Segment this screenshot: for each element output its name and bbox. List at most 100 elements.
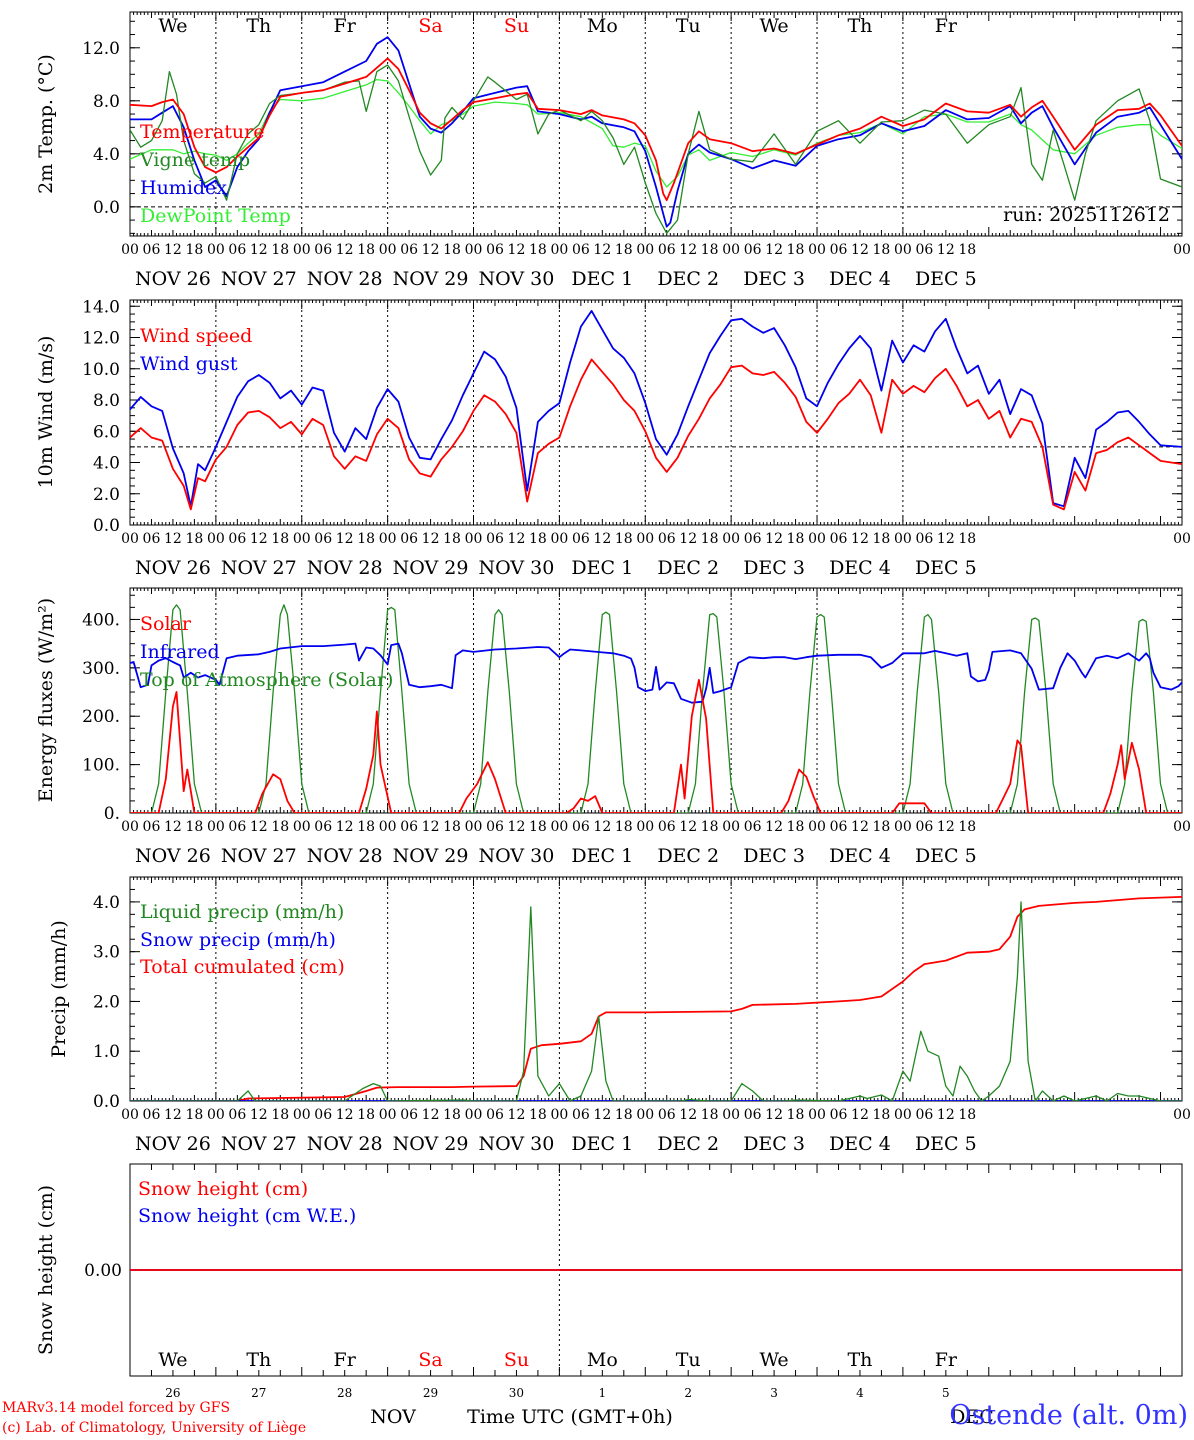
legend-entry: Humidex: [140, 177, 227, 199]
hour-label: 06: [400, 819, 418, 835]
hour-label: 06: [314, 242, 332, 258]
weekday-label: We: [759, 1349, 788, 1371]
hour-label: 12: [593, 1107, 611, 1123]
hour-label: 00: [207, 1107, 225, 1123]
hour-label: 18: [958, 1107, 976, 1123]
date-label: DEC 2: [657, 845, 719, 867]
hour-label: 06: [572, 1107, 590, 1123]
date-label: NOV 29: [393, 845, 469, 867]
y-tick-label: 0.0: [93, 1092, 120, 1112]
hour-label: 00: [808, 819, 826, 835]
hour-label: 06: [314, 531, 332, 547]
hour-label: 00: [293, 531, 311, 547]
legend-entry: Snow height (cm W.E.): [138, 1205, 356, 1227]
hour-label: 06: [572, 531, 590, 547]
series-line: [130, 604, 1182, 813]
y-tick-label: 0.0: [93, 198, 120, 218]
series-line: [130, 358, 1182, 511]
hour-label: 00: [550, 819, 568, 835]
hour-label: 06: [658, 531, 676, 547]
weekday-label: Fr: [334, 15, 357, 37]
hour-label: 00: [1173, 531, 1191, 547]
y-tick-label: 12.0: [82, 329, 120, 349]
y-tick-label: 10.0: [82, 360, 120, 380]
date-label: NOV 30: [479, 268, 555, 290]
y-axis-label: 2m Temp. (°C): [35, 54, 57, 194]
hour-label: 12: [336, 242, 354, 258]
hour-label: 00: [1173, 819, 1191, 835]
hour-label: 06: [830, 1107, 848, 1123]
hour-label: 12: [508, 242, 526, 258]
hour-label: 12: [851, 242, 869, 258]
hour-label: 00: [894, 819, 912, 835]
y-tick-label: 100.: [82, 756, 120, 776]
hour-label: 18: [615, 1107, 633, 1123]
hour-label: 00: [121, 531, 139, 547]
hour-label: 12: [508, 1107, 526, 1123]
hour-label: 12: [422, 819, 440, 835]
hour-label: 12: [593, 531, 611, 547]
hour-label: 00: [550, 242, 568, 258]
series-line: [130, 36, 1182, 228]
date-label: DEC 4: [829, 1133, 891, 1155]
hour-label: 12: [164, 242, 182, 258]
day-number: 30: [509, 1386, 524, 1400]
weekday-label: Sa: [418, 1349, 442, 1371]
hour-label: 06: [228, 242, 246, 258]
series-line: [130, 64, 1182, 234]
hour-label: 18: [271, 531, 289, 547]
legend-entry: Snow precip (mm/h): [140, 929, 336, 951]
hour-label: 12: [164, 1107, 182, 1123]
date-label: NOV 28: [307, 845, 383, 867]
hour-label: 00: [121, 242, 139, 258]
hour-label: 06: [143, 819, 161, 835]
hour-label: 12: [164, 819, 182, 835]
weekday-label: We: [158, 1349, 187, 1371]
date-label: DEC 5: [915, 268, 977, 290]
legend-entry: DewPoint Temp: [140, 205, 291, 227]
date-label: NOV 29: [393, 557, 469, 579]
hour-label: 06: [228, 1107, 246, 1123]
weekday-label: Fr: [935, 15, 958, 37]
y-axis-label: Energy fluxes (W/m²): [35, 598, 57, 802]
series-line: [130, 679, 1182, 813]
y-axis-label: 10m Wind (m/s): [35, 336, 57, 489]
weekday-label: Tu: [676, 15, 701, 37]
hour-label: 00: [722, 819, 740, 835]
date-label: NOV 27: [221, 845, 297, 867]
series-line: [130, 57, 1182, 202]
date-label: DEC 1: [571, 1133, 633, 1155]
hour-label: 12: [250, 531, 268, 547]
hour-label: 06: [658, 242, 676, 258]
y-tick-label: 2.0: [93, 485, 120, 505]
date-label: NOV 27: [221, 268, 297, 290]
weekday-label: Fr: [935, 1349, 958, 1371]
legend-entry: Top of Atmosphere (Solar): [140, 669, 393, 691]
hour-label: 18: [529, 1107, 547, 1123]
y-tick-label: 8.0: [93, 92, 120, 112]
y-axis-label: Precip (mm/h): [48, 920, 70, 1058]
hour-label: 12: [593, 819, 611, 835]
date-label: NOV 30: [479, 845, 555, 867]
date-label: DEC 1: [571, 268, 633, 290]
hour-label: 06: [143, 242, 161, 258]
weekday-label: Th: [847, 1349, 872, 1371]
hour-label: 18: [787, 1107, 805, 1123]
date-label: DEC 3: [743, 268, 805, 290]
hour-label: 06: [658, 819, 676, 835]
hour-label: 12: [250, 242, 268, 258]
y-axis-label: Snow height (cm): [35, 1185, 57, 1355]
day-number: 5: [942, 1386, 950, 1400]
hour-label: 00: [293, 242, 311, 258]
hour-label: 00: [293, 819, 311, 835]
hour-label: 18: [873, 819, 891, 835]
hour-label: 06: [658, 1107, 676, 1123]
legend-entry: Infrared: [140, 641, 220, 663]
hour-label: 18: [443, 531, 461, 547]
hour-label: 00: [894, 531, 912, 547]
weekday-label: We: [759, 15, 788, 37]
hour-label: 18: [271, 1107, 289, 1123]
hour-label: 12: [851, 531, 869, 547]
date-label: NOV 26: [135, 268, 211, 290]
legend-entry: Wind speed: [140, 325, 252, 347]
